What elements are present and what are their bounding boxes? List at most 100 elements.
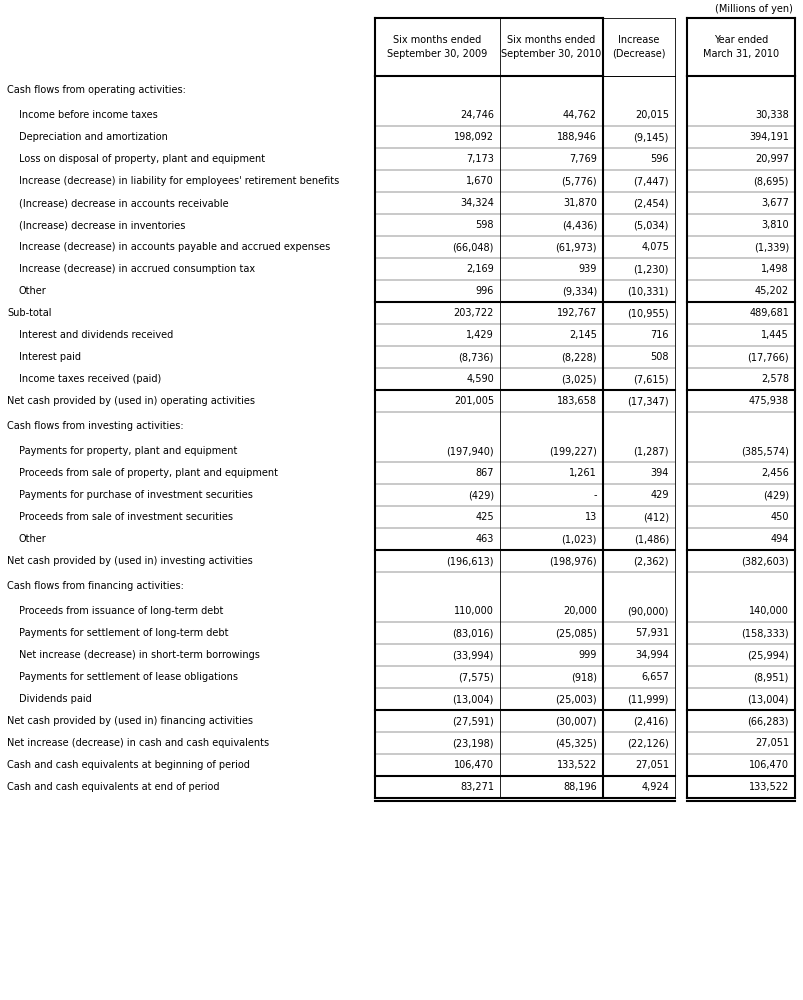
Text: 27,051: 27,051 <box>634 760 668 770</box>
Text: (22,126): (22,126) <box>626 738 668 748</box>
Text: (199,227): (199,227) <box>548 446 597 456</box>
Text: 198,092: 198,092 <box>454 132 493 142</box>
Text: 4,590: 4,590 <box>466 374 493 384</box>
Text: (25,994): (25,994) <box>747 650 788 660</box>
Text: 996: 996 <box>475 286 493 296</box>
Text: Cash and cash equivalents at end of period: Cash and cash equivalents at end of peri… <box>7 782 219 792</box>
Text: (8,736): (8,736) <box>458 352 493 362</box>
Text: 88,196: 88,196 <box>563 782 597 792</box>
Text: (5,776): (5,776) <box>560 176 597 186</box>
Text: 133,522: 133,522 <box>556 760 597 770</box>
Text: (45,325): (45,325) <box>555 738 597 748</box>
Text: 27,051: 27,051 <box>754 738 788 748</box>
Text: 475,938: 475,938 <box>748 396 788 406</box>
Text: (25,003): (25,003) <box>555 694 597 704</box>
Text: (7,447): (7,447) <box>633 176 668 186</box>
Text: Cash flows from operating activities:: Cash flows from operating activities: <box>7 85 185 95</box>
Text: (2,362): (2,362) <box>633 556 668 566</box>
Text: (918): (918) <box>570 672 597 682</box>
Text: 106,470: 106,470 <box>454 760 493 770</box>
Text: (158,333): (158,333) <box>740 628 788 638</box>
Text: (83,016): (83,016) <box>452 628 493 638</box>
Text: (Increase) decrease in inventories: (Increase) decrease in inventories <box>19 220 185 230</box>
Text: Net increase (decrease) in short-term borrowings: Net increase (decrease) in short-term bo… <box>19 650 259 660</box>
Text: 1,429: 1,429 <box>466 330 493 340</box>
Text: (9,334): (9,334) <box>561 286 597 296</box>
Text: 394: 394 <box>650 468 668 478</box>
Text: (3,025): (3,025) <box>560 374 597 384</box>
Text: 192,767: 192,767 <box>556 308 597 318</box>
Text: Cash flows from investing activities:: Cash flows from investing activities: <box>7 421 183 431</box>
Text: (4,436): (4,436) <box>561 220 597 230</box>
Text: (7,615): (7,615) <box>633 374 668 384</box>
Text: Other: Other <box>19 286 47 296</box>
Text: Income before income taxes: Income before income taxes <box>19 110 157 120</box>
Text: 596: 596 <box>650 154 668 164</box>
Text: Six months ended
September 30, 2009: Six months ended September 30, 2009 <box>387 35 487 59</box>
Text: 2,456: 2,456 <box>760 468 788 478</box>
Text: 867: 867 <box>475 468 493 478</box>
Text: (197,940): (197,940) <box>446 446 493 456</box>
Text: (33,994): (33,994) <box>452 650 493 660</box>
Text: (5,034): (5,034) <box>633 220 668 230</box>
Text: Proceeds from sale of property, plant and equipment: Proceeds from sale of property, plant an… <box>19 468 278 478</box>
Text: (13,004): (13,004) <box>452 694 493 704</box>
Text: Proceeds from issuance of long-term debt: Proceeds from issuance of long-term debt <box>19 606 223 616</box>
Text: 110,000: 110,000 <box>454 606 493 616</box>
Text: Payments for purchase of investment securities: Payments for purchase of investment secu… <box>19 490 253 500</box>
Text: (1,339): (1,339) <box>753 242 788 252</box>
Text: 2,169: 2,169 <box>466 264 493 274</box>
Text: (17,347): (17,347) <box>626 396 668 406</box>
Text: 508: 508 <box>650 352 668 362</box>
Text: 1,445: 1,445 <box>760 330 788 340</box>
Text: (Millions of yen): (Millions of yen) <box>714 4 792 14</box>
Text: Cash flows from financing activities:: Cash flows from financing activities: <box>7 581 184 591</box>
Text: 394,191: 394,191 <box>748 132 788 142</box>
Text: 57,931: 57,931 <box>634 628 668 638</box>
Text: (11,999): (11,999) <box>627 694 668 704</box>
Text: (1,230): (1,230) <box>633 264 668 274</box>
Text: 44,762: 44,762 <box>562 110 597 120</box>
Text: Net cash provided by (used in) operating activities: Net cash provided by (used in) operating… <box>7 396 255 406</box>
Text: 3,810: 3,810 <box>760 220 788 230</box>
Text: Increase (decrease) in accrued consumption tax: Increase (decrease) in accrued consumpti… <box>19 264 255 274</box>
Text: (198,976): (198,976) <box>548 556 597 566</box>
Text: 494: 494 <box>769 534 788 544</box>
Text: 133,522: 133,522 <box>748 782 788 792</box>
Text: (17,766): (17,766) <box>747 352 788 362</box>
Text: 183,658: 183,658 <box>556 396 597 406</box>
Text: 24,746: 24,746 <box>459 110 493 120</box>
Text: 716: 716 <box>650 330 668 340</box>
Text: Payments for settlement of long-term debt: Payments for settlement of long-term deb… <box>19 628 228 638</box>
Text: (429): (429) <box>762 490 788 500</box>
Text: Payments for settlement of lease obligations: Payments for settlement of lease obligat… <box>19 672 238 682</box>
Text: Sub-total: Sub-total <box>7 308 51 318</box>
Text: (66,283): (66,283) <box>747 716 788 726</box>
Text: Interest and dividends received: Interest and dividends received <box>19 330 173 340</box>
Text: (8,951): (8,951) <box>752 672 788 682</box>
Text: 489,681: 489,681 <box>748 308 788 318</box>
Text: 13: 13 <box>584 512 597 522</box>
Text: (10,955): (10,955) <box>626 308 668 318</box>
Text: (90,000): (90,000) <box>627 606 668 616</box>
Text: Cash and cash equivalents at beginning of period: Cash and cash equivalents at beginning o… <box>7 760 250 770</box>
Text: 425: 425 <box>475 512 493 522</box>
Text: (30,007): (30,007) <box>555 716 597 726</box>
Text: Proceeds from sale of investment securities: Proceeds from sale of investment securit… <box>19 512 233 522</box>
Text: 429: 429 <box>650 490 668 500</box>
Text: 598: 598 <box>475 220 493 230</box>
Text: (412): (412) <box>642 512 668 522</box>
Text: 1,261: 1,261 <box>569 468 597 478</box>
Text: Net cash provided by (used in) investing activities: Net cash provided by (used in) investing… <box>7 556 252 566</box>
Text: 45,202: 45,202 <box>754 286 788 296</box>
Text: (10,331): (10,331) <box>627 286 668 296</box>
Text: 999: 999 <box>578 650 597 660</box>
Text: 83,271: 83,271 <box>459 782 493 792</box>
Text: 450: 450 <box>769 512 788 522</box>
Text: (9,145): (9,145) <box>633 132 668 142</box>
Text: 2,145: 2,145 <box>569 330 597 340</box>
Text: 939: 939 <box>578 264 597 274</box>
Text: (61,973): (61,973) <box>555 242 597 252</box>
Text: Increase (decrease) in liability for employees' retirement benefits: Increase (decrease) in liability for emp… <box>19 176 339 186</box>
Text: Income taxes received (paid): Income taxes received (paid) <box>19 374 161 384</box>
